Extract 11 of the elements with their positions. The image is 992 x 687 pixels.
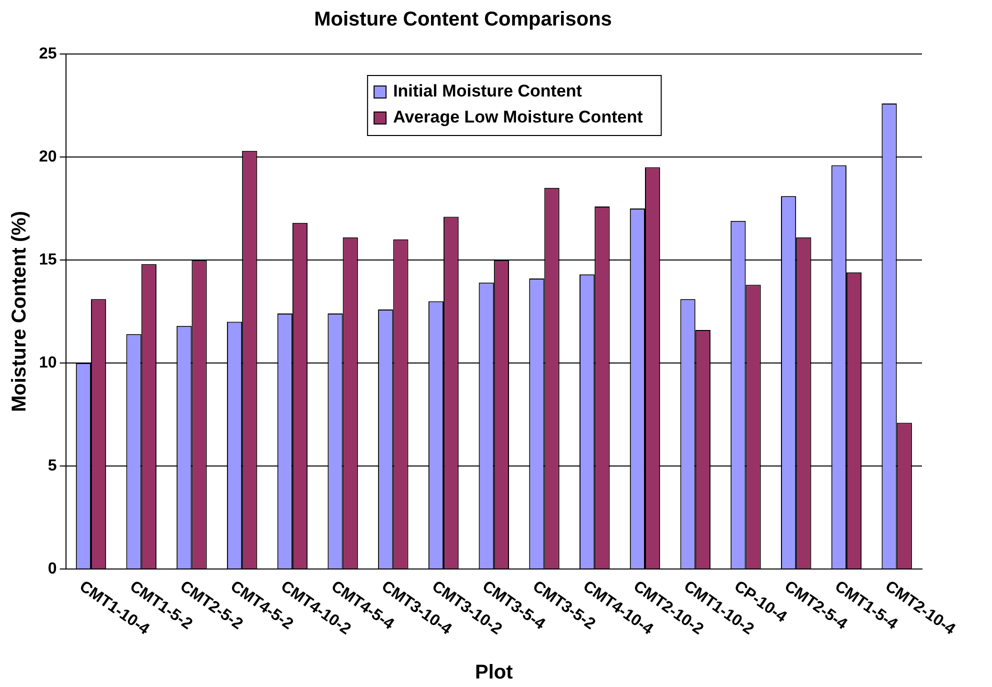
y-tick-label: 0: [48, 560, 57, 578]
y-tick-label: 20: [39, 148, 57, 166]
chart-title: Moisture Content Comparisons: [314, 8, 612, 31]
legend-label: Average Low Moisture Content: [393, 108, 644, 127]
y-tick-label: 5: [48, 457, 57, 474]
y-tick-label: 10: [39, 354, 57, 372]
y-tick-label: 25: [39, 45, 57, 62]
x-axis-title: Plot: [475, 662, 514, 684]
legend-label: Initial Moisture Content: [393, 82, 582, 101]
y-tick-label: 15: [39, 251, 57, 268]
y-axis-title: Moisture Content (%): [8, 210, 31, 412]
